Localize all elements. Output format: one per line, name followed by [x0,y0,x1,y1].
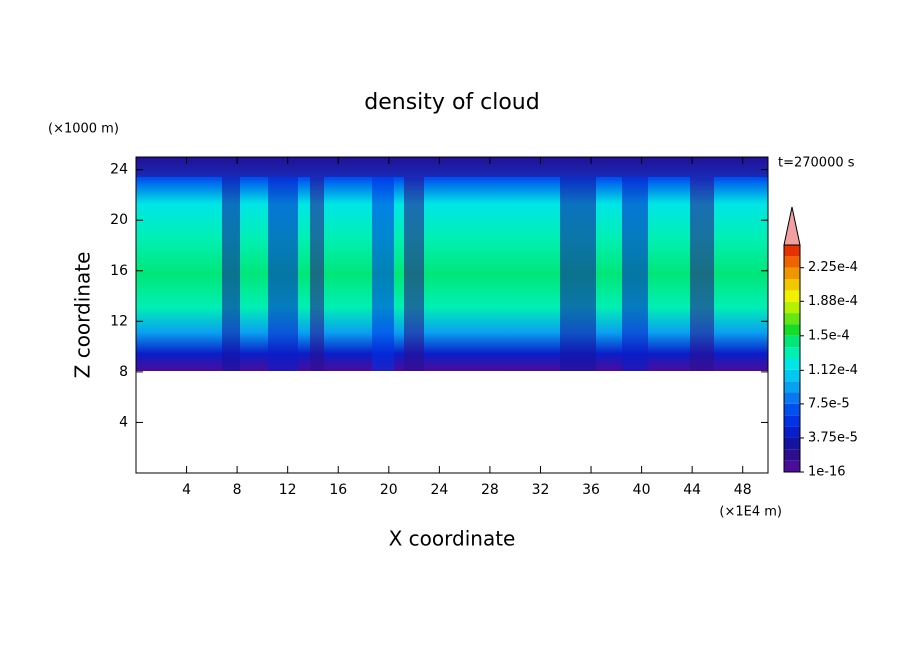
streak [404,157,424,371]
colorbar-tick-label: 2.25e-4 [808,260,858,275]
x-tick-label: 4 [182,482,191,498]
x-tick-label: 16 [329,482,347,498]
y-unit: (×1000 m) [48,122,119,137]
colorbar-extension [783,206,801,246]
streak [690,157,714,371]
colorbar-tick-label: 1.5e-4 [808,328,850,343]
y-tick-label: 20 [110,212,128,228]
streak [560,157,596,371]
x-axis-label: X coordinate [389,527,516,551]
colorbar-segment [784,256,800,268]
colorbar-tick-label: 1e-16 [808,465,846,480]
x-unit: (×1E4 m) [719,505,782,520]
streak [372,157,394,371]
y-tick-label: 4 [119,414,128,430]
x-tick-label: 12 [279,482,297,498]
colorbar-segment [784,301,800,314]
top-band [136,157,768,177]
x-tick-label: 36 [582,482,600,498]
field-streaks [136,157,768,371]
colorbar-segment [784,245,800,257]
streak [268,157,298,371]
colorbar-segment [784,267,800,280]
colorbar-segment [784,358,800,370]
x-tick-label: 48 [734,482,752,498]
plot-frame [135,156,769,474]
y-tick-label: 16 [110,263,128,279]
x-tick-label: 20 [380,482,398,498]
x-tick-label: 24 [430,482,448,498]
colorbar-tick-label: 7.5e-5 [808,396,850,411]
colorbar-segment [784,449,800,461]
y-axis-label: Z coordinate [71,252,95,379]
colorbar-segment [784,290,800,302]
colorbar-segment [784,460,800,472]
streak [222,157,240,371]
colorbar-segment [784,381,800,393]
y-tick-label: 8 [119,364,128,380]
x-tick-label: 8 [233,482,242,498]
colorbar-tick-label: 1.88e-4 [808,294,858,309]
colorbar-segment [784,335,800,348]
contour-field [136,157,768,371]
x-tick-label: 40 [633,482,651,498]
colorbar-frame [783,244,801,473]
colorbar-tick-label: 1.12e-4 [808,363,858,378]
colorbar-tick-label: 3.75e-5 [808,430,858,445]
field-fill [136,157,768,371]
colorbar-segment [784,437,800,450]
streak [622,157,648,371]
colorbar-segment [784,279,800,291]
colorbar-segment [784,347,800,359]
colorbar-segment [784,369,800,382]
colorbar-segment [784,313,800,325]
colorbar-segment [784,403,800,416]
colorbar-segment [784,426,800,438]
colorbar-segment [784,392,800,404]
streak [310,157,324,371]
y-tick-label: 12 [110,313,128,329]
colorbar-segment [784,324,800,336]
colorbar-segment [784,415,800,427]
chart-title: density of cloud [364,90,539,115]
time-annotation: t=270000 s [778,156,855,171]
y-tick-label: 24 [110,162,128,178]
x-tick-label: 32 [532,482,550,498]
x-tick-label: 44 [683,482,701,498]
x-tick-label: 28 [481,482,499,498]
